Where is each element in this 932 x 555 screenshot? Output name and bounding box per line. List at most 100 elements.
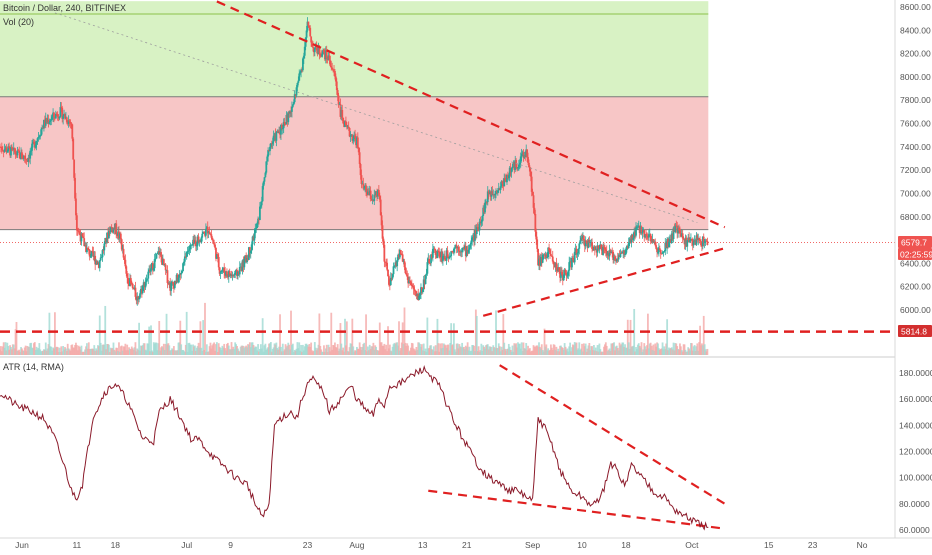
candle-body (13, 147, 16, 153)
volume-bar (300, 344, 302, 355)
candle-body (471, 237, 474, 241)
volume-bar (656, 342, 658, 355)
candle-body (506, 175, 508, 183)
candle-body (662, 251, 665, 253)
candle-body (540, 256, 543, 263)
volume-bar (513, 343, 516, 355)
candle-body (552, 261, 555, 265)
volume-bar (344, 318, 346, 355)
candle-body (435, 254, 438, 259)
candle-body (108, 230, 111, 233)
candle-body (595, 248, 598, 253)
atr-lower-trendline[interactable] (428, 489, 725, 530)
candle-body (170, 282, 173, 291)
volume-bar (291, 345, 293, 355)
volume-bar (108, 344, 110, 355)
volume-bar (501, 349, 504, 355)
volume-bar (615, 345, 618, 355)
volume-bar (604, 342, 607, 355)
volume-bar (445, 347, 448, 355)
candle-body (321, 53, 324, 57)
candle-body (588, 239, 591, 243)
last-price-badge: 6579.7 (898, 236, 932, 248)
candle-body (492, 194, 495, 196)
volume-bar (164, 343, 167, 355)
candle-body (436, 250, 439, 259)
volume-bar (446, 344, 449, 355)
candle-body (563, 269, 566, 275)
candle-body (576, 253, 579, 255)
candle-body (419, 293, 421, 296)
candle-body (284, 124, 287, 125)
volume-bar (587, 345, 590, 355)
candle-body (97, 262, 99, 265)
candle-body (317, 46, 320, 55)
candle-body (409, 282, 412, 285)
volume-bar (535, 345, 538, 355)
candle-body (167, 282, 170, 284)
volume-bar (242, 346, 245, 355)
volume-bar (614, 350, 616, 355)
volume-bar (320, 349, 323, 355)
green-zone (0, 1, 709, 97)
candle-body (514, 160, 517, 170)
volume-bar (695, 346, 698, 355)
candle-body (358, 152, 361, 165)
volume-bar (260, 348, 263, 355)
candle-body (277, 130, 280, 133)
candle-body (129, 278, 132, 284)
candle-body (120, 239, 123, 250)
volume-bar (527, 345, 529, 355)
candle-body (523, 155, 526, 158)
volume-bar (226, 343, 228, 355)
volume-bar (244, 346, 247, 355)
volume-bar (296, 342, 299, 355)
candle-body (292, 102, 295, 105)
atr-axis-ticks[interactable]: 60.000080.0000100.0000120.0000140.000016… (899, 368, 932, 535)
volume-bar (11, 344, 14, 355)
volume-bar (514, 344, 517, 355)
candle-body (528, 167, 531, 172)
volume-bar (372, 342, 375, 355)
candle-body (79, 234, 82, 242)
volume-bar (409, 347, 412, 355)
volume-bar (189, 344, 192, 355)
volume-bar (150, 325, 152, 355)
volume-bar (692, 346, 695, 355)
volume-bar (469, 351, 472, 355)
candle-body (517, 167, 519, 169)
candle-body (328, 55, 331, 61)
atr-legend[interactable]: ATR (14, RMA) (3, 362, 64, 372)
candle-body (178, 274, 181, 278)
candle-body (71, 124, 74, 139)
candle-body (98, 260, 101, 268)
volume-bar (87, 342, 90, 355)
candle-body (73, 159, 76, 178)
candle-body (384, 261, 387, 263)
candle-body (560, 272, 562, 278)
volume-bar (602, 351, 604, 355)
candle-body (527, 157, 529, 163)
candle-body (54, 117, 56, 119)
volume-bar (231, 348, 234, 355)
candle-body (297, 80, 300, 83)
candle-body (445, 250, 448, 261)
candle-body (706, 240, 709, 245)
upper-trendline[interactable] (203, 0, 726, 229)
time-tick-label: Sep (525, 540, 540, 550)
candle-body (89, 256, 92, 258)
volume-legend[interactable]: Vol (20) (3, 17, 34, 27)
volume-bar (625, 347, 628, 355)
volume-bar (380, 342, 383, 355)
time-axis-ticks[interactable]: Jun 11 18 Jul 9 23 Aug 13 21 Sep 10 18 Oct 15 23 No (15, 540, 868, 550)
candle-body (146, 278, 149, 280)
candle-body (145, 279, 148, 283)
volume-bar (204, 302, 206, 355)
candle-body (246, 258, 248, 263)
volume-bar (130, 346, 133, 355)
lower-trendline[interactable] (482, 247, 726, 317)
volume-bar (539, 346, 541, 355)
candle-body (459, 251, 462, 253)
symbol-legend[interactable]: Bitcoin / Dollar, 240, BITFINEX (3, 3, 126, 13)
